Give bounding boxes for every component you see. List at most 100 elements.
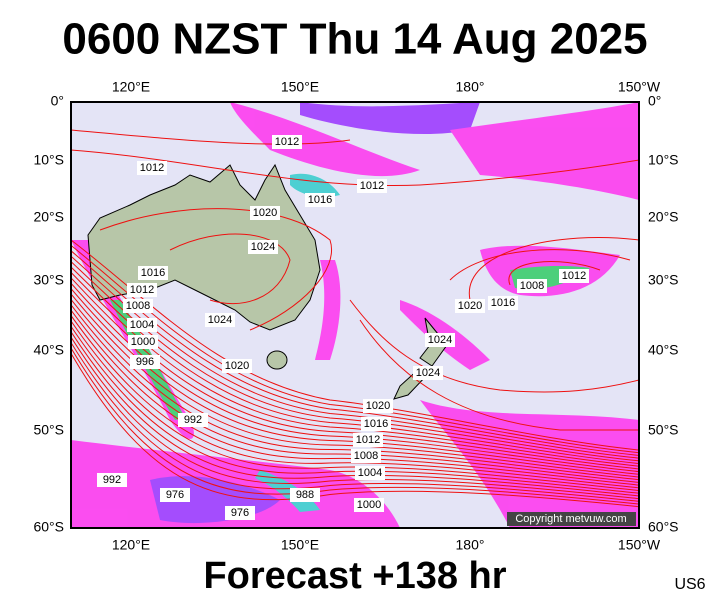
lat-label-left: 60°S [33,519,64,535]
lat-label-left: 10°S [33,152,64,168]
isobar-label-bg [425,333,455,347]
isobar-label: 1012 [356,434,380,446]
lat-label-right: 50°S [648,422,679,438]
isobar-label-bg [488,296,518,310]
isobar-label: 988 [296,489,314,501]
isobar-label-bg [127,318,157,332]
isobar [71,326,639,494]
lat-label-left: 20°S [33,209,64,225]
isobar-label: 1024 [428,334,452,346]
isobar [71,309,639,486]
lon-label-bottom: 120°E [112,537,150,553]
isobar-label-bg [137,161,167,175]
isobar [71,347,639,505]
isobar [71,250,639,456]
isobar-label-bg [178,413,208,427]
lat-label-right: 60°S [648,519,679,535]
isobar-label-bg [357,179,387,193]
copyright-bg [507,512,636,526]
isobar-label: 1016 [308,194,332,206]
tasmania [266,350,288,370]
isobar-label-bg [363,399,393,413]
isobar-label: 976 [231,507,249,519]
isobar-label-bg [351,449,381,463]
isobar-label-bg [130,355,160,369]
lon-label-top: 120°E [112,79,150,95]
isobar-label-bg [250,206,280,220]
lon-label-bottom: 150°E [281,537,319,553]
lat-label-right: 0° [648,93,661,109]
isobar-label: 1020 [458,300,482,312]
isobar-label-bg [305,193,335,207]
isobar-label-bg [248,240,278,254]
isobar-label-bg [361,417,391,431]
isobar-label-bg [517,279,547,293]
isobar-label-bg [222,359,252,373]
isobar-label: 1016 [364,418,388,430]
copyright: Copyright metvuw.com [515,513,626,525]
forecast-label: Forecast +138 hr [203,555,506,597]
model-code: US6 [674,576,705,593]
isobar-label: 1020 [366,400,390,412]
isobar-label: 1020 [225,360,249,372]
isobar-label-bg [123,299,153,313]
isobar-label-bg [455,299,485,313]
lat-label-right: 30°S [648,272,679,288]
lat-label-right: 10°S [648,152,679,168]
lat-label-left: 50°S [33,422,64,438]
isobar-label: 1008 [354,450,378,462]
lon-label-bottom: 180° [456,537,485,553]
isobar-label-bg [272,135,302,149]
isobar-label-bg [205,313,235,327]
isobar-label: 1024 [208,314,232,326]
isobar-label: 992 [103,474,121,486]
lat-label-left: 0° [51,93,64,109]
isobar-label: 996 [136,356,154,368]
isobar-label: 1012 [140,162,164,174]
isobar-label-bg [138,266,168,280]
isobar-label-bg [413,366,443,380]
lat-label-left: 30°S [33,272,64,288]
lon-label-top: 180° [456,79,485,95]
isobar-label-bg [353,433,383,447]
isobar-label-bg [290,488,320,502]
lat-label-left: 40°S [33,342,64,358]
isobar [71,293,639,478]
lon-label-top: 150°W [618,79,661,95]
isobar-label-bg [160,488,190,502]
lon-label-top: 150°E [281,79,319,95]
isobar-label: 1012 [130,284,154,296]
isobar-label: 1004 [358,467,382,479]
lat-label-right: 20°S [648,209,679,225]
isobar [71,299,639,481]
isobar-label: 1004 [130,319,154,331]
isobar-label: 1016 [491,297,515,309]
isobar-label-bg [354,498,384,512]
axis-labels: 120°E120°E150°E150°E180°180°150°W150°W0°… [33,79,678,553]
isobar [71,353,639,508]
isobar-label-bg [225,506,255,520]
isobar-labels: 1012 1012 1012 1016 1020 1024 1016 1012 1008 1004… [97,135,589,520]
isobar-label: 1000 [357,499,381,511]
lon-label-bottom: 150°W [618,537,661,553]
isobar-label: 1000 [131,336,155,348]
isobar [71,277,639,470]
map-frame [70,101,640,529]
isobar-label: 1008 [126,300,150,312]
isobar [71,320,639,491]
isobar-label: 992 [184,414,202,426]
isobar-label: 1016 [141,267,165,279]
lat-label-right: 40°S [648,342,679,358]
isobar-label-bg [128,335,158,349]
isobar [71,336,639,500]
isobar-label-bg [127,283,157,297]
isobar-label: 1012 [275,136,299,148]
isobar-label: 1024 [251,241,275,253]
isobar-label-bg [355,466,385,480]
isobar-label-bg [559,269,589,283]
isobar [71,304,639,483]
isobar-label: 1012 [360,180,384,192]
isobar-label: 1024 [416,367,440,379]
isobar-label: 1020 [253,207,277,219]
